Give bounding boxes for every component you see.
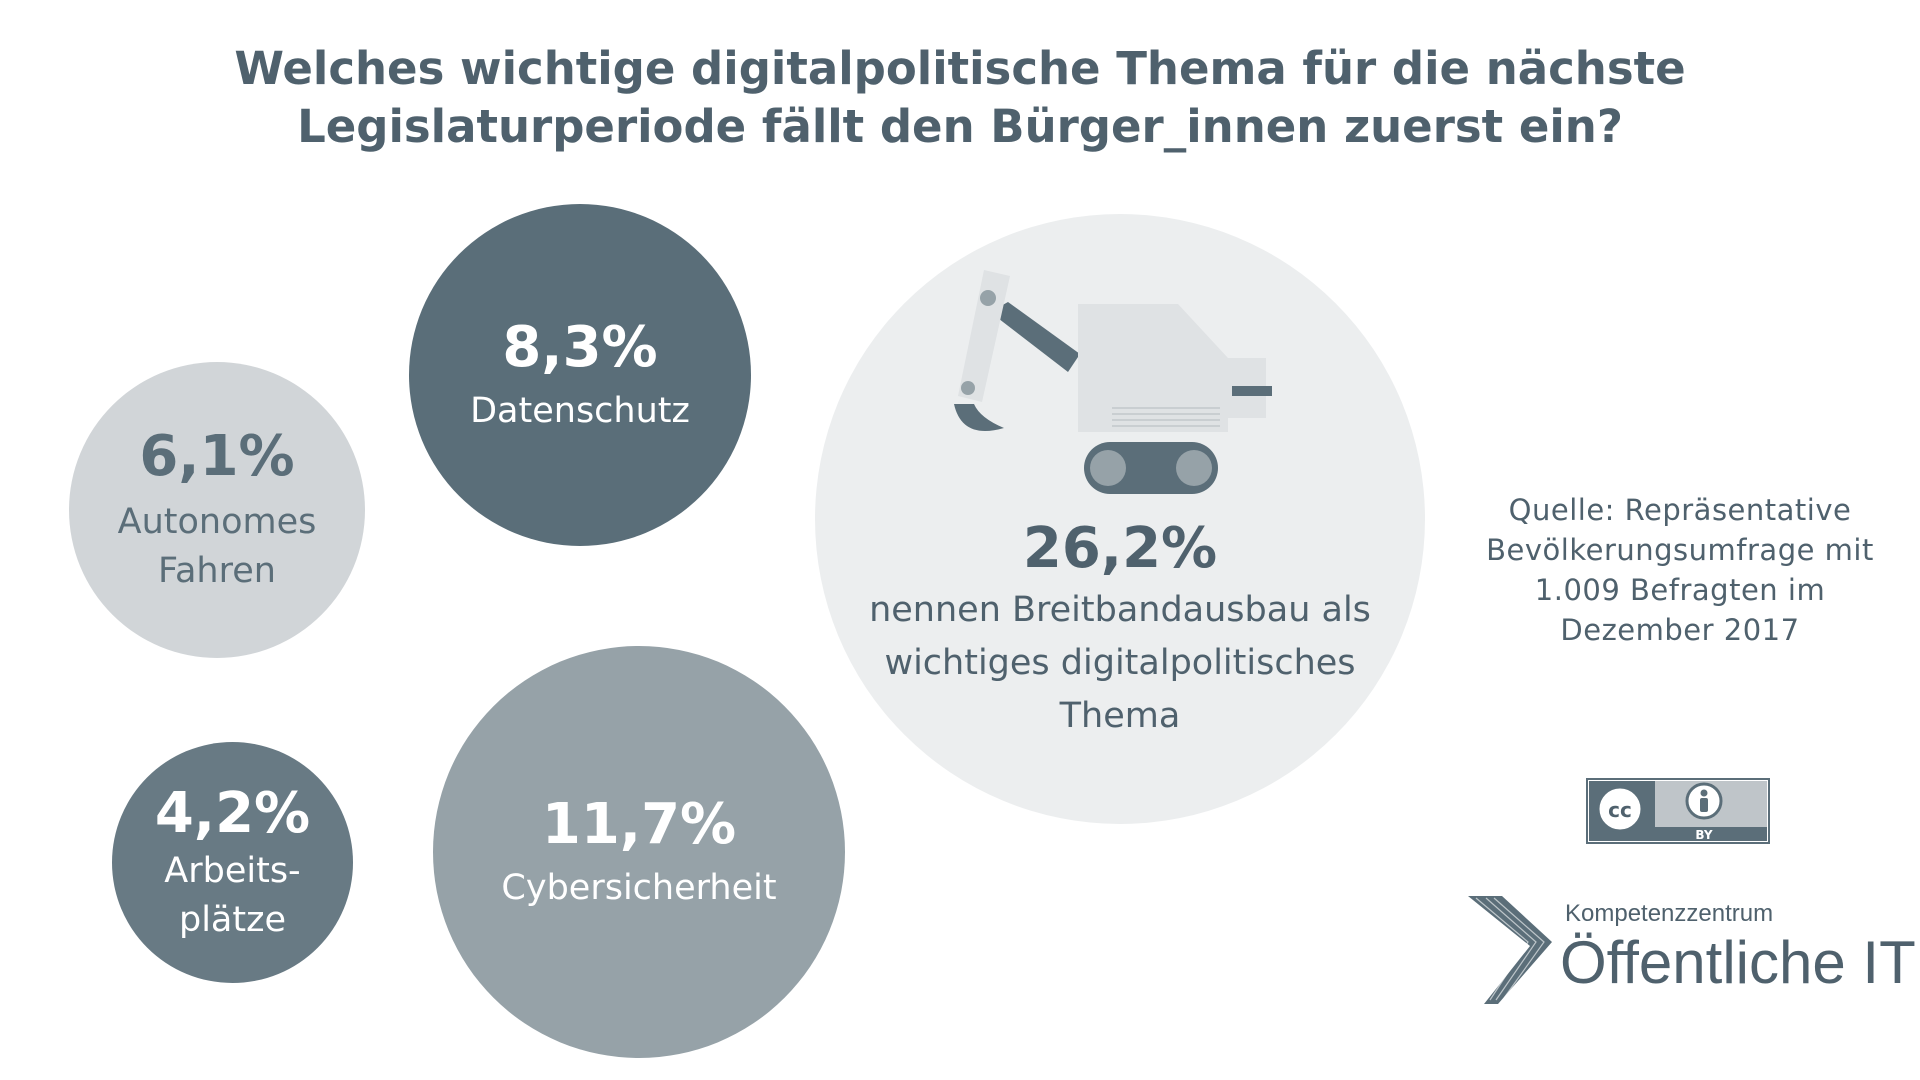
- bubble-caption-line: Datenschutz: [470, 390, 690, 431]
- source-line: Quelle: Repräsentative: [1508, 493, 1852, 527]
- bubble-caption-line: Thema: [1059, 696, 1181, 736]
- cc-by-icon: cc BY: [1586, 778, 1770, 844]
- by-text: BY: [1695, 828, 1712, 842]
- bubble-caption-line: Fahren: [158, 551, 276, 591]
- source-line: Bevölkerungsumfrage mit: [1486, 533, 1874, 567]
- bubble-value: 8,3%: [502, 314, 658, 380]
- bubble-caption-line: Arbeits-: [164, 850, 301, 891]
- bubble-value: 26,2%: [1022, 516, 1218, 581]
- bubble-value: 6,1%: [139, 424, 295, 489]
- source-line: Dezember 2017: [1560, 613, 1800, 647]
- bubble-value: 11,7%: [541, 791, 737, 857]
- bubble-cybersicherheit: 11,7% Cybersicherheit: [433, 646, 845, 1058]
- kompetenzzentrum-logo-icon: [1468, 896, 1552, 1004]
- bubble-caption-line: wichtiges digitalpolitisches: [884, 643, 1356, 683]
- chart-title-line-2: Legislaturperiode fällt den Bürger_innen…: [297, 100, 1623, 153]
- excavator-icon: [954, 270, 1272, 494]
- chart-title-line-1: Welches wichtige digitalpolitische Thema…: [234, 42, 1686, 95]
- bubble-arbeitsplaetze: 4,2% Arbeits- plätze: [112, 742, 353, 983]
- logo-line-2: Öffentliche IT: [1560, 929, 1916, 996]
- source-note: Quelle: Repräsentative Bevölkerungsumfra…: [1430, 490, 1920, 650]
- source-line: 1.009 Befragten im: [1534, 573, 1826, 607]
- chart-title: Welches wichtige digitalpolitische Thema…: [0, 40, 1920, 156]
- bubble-value: 4,2%: [154, 780, 311, 846]
- bubble-caption-line: nennen Breitbandausbau als: [869, 590, 1371, 630]
- cc-text: cc: [1608, 798, 1632, 822]
- bubble-autonomes-fahren: 6,1% Autonomes Fahren: [69, 362, 365, 658]
- bubble-datenschutz: 8,3% Datenschutz: [409, 204, 751, 546]
- bubble-caption-line: plätze: [178, 899, 287, 940]
- bubble-caption-line: Cybersicherheit: [501, 867, 777, 908]
- logo-line-1: Kompetenzzentrum: [1565, 900, 1774, 927]
- bubble-caption-line: Autonomes: [117, 502, 317, 542]
